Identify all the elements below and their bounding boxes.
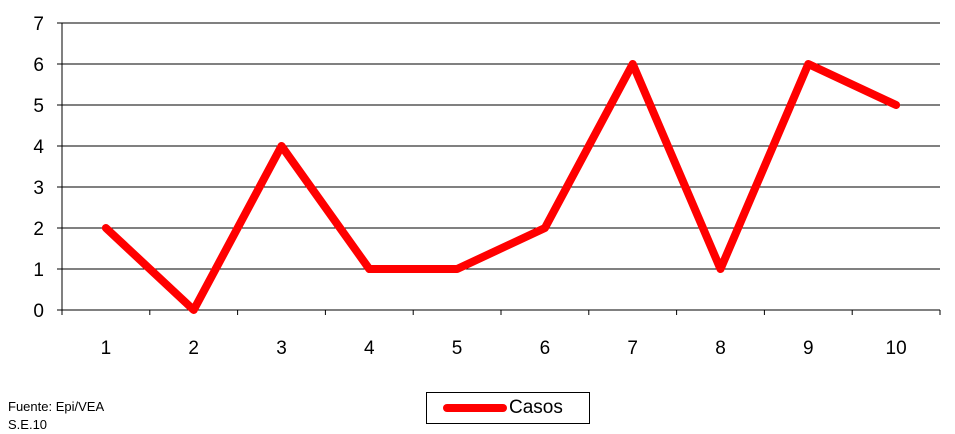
x-tick-label: 6 [540, 338, 551, 359]
data-point [895, 104, 898, 106]
y-tick-label: 1 [33, 260, 44, 281]
data-point [719, 268, 722, 270]
gridlines [62, 22, 940, 270]
axes [57, 22, 941, 315]
x-tick-labels: 1 2 3 4 5 6 7 8 9 10 [101, 338, 907, 359]
legend-swatch-casos [443, 404, 507, 412]
y-tick-label: 2 [33, 219, 44, 240]
y-tick-labels: 0 1 2 3 4 5 6 7 [33, 14, 44, 322]
data-point [192, 309, 195, 311]
data-point [368, 268, 371, 270]
y-tick-label: 4 [33, 137, 44, 158]
x-tick-label: 5 [452, 338, 463, 359]
data-point [543, 227, 546, 229]
x-tick-label: 4 [364, 338, 375, 359]
data-point [631, 63, 634, 65]
y-tick-label: 0 [33, 301, 44, 322]
data-point [807, 63, 810, 65]
data-point [280, 145, 283, 147]
x-tick-label: 7 [627, 338, 638, 359]
x-tick-label: 2 [188, 338, 199, 359]
legend: Casos [426, 392, 590, 424]
x-tick-label: 3 [276, 338, 287, 359]
source-line-1: Fuente: Epi/VEA [8, 399, 105, 414]
data-point [104, 227, 107, 229]
y-tick-label: 6 [33, 55, 44, 76]
x-tick-label: 8 [715, 338, 726, 359]
data-point [456, 268, 459, 270]
y-tick-label: 5 [33, 96, 44, 117]
series-casos [101, 60, 901, 314]
y-tick-label: 7 [33, 14, 44, 35]
series-line-0 [101, 60, 901, 314]
y-tick-label: 3 [33, 178, 44, 199]
x-tick-label: 10 [886, 338, 907, 359]
legend-label-casos: Casos [509, 397, 563, 418]
source-line-2: S.E.10 [8, 417, 48, 432]
source-note: Fuente: Epi/VEA S.E.10 [8, 398, 104, 434]
x-tick-label: 1 [101, 338, 112, 359]
x-tick-label: 9 [803, 338, 814, 359]
line-chart: 0 1 2 3 4 5 6 7 1 2 3 4 5 6 7 8 9 10 [33, 14, 941, 359]
